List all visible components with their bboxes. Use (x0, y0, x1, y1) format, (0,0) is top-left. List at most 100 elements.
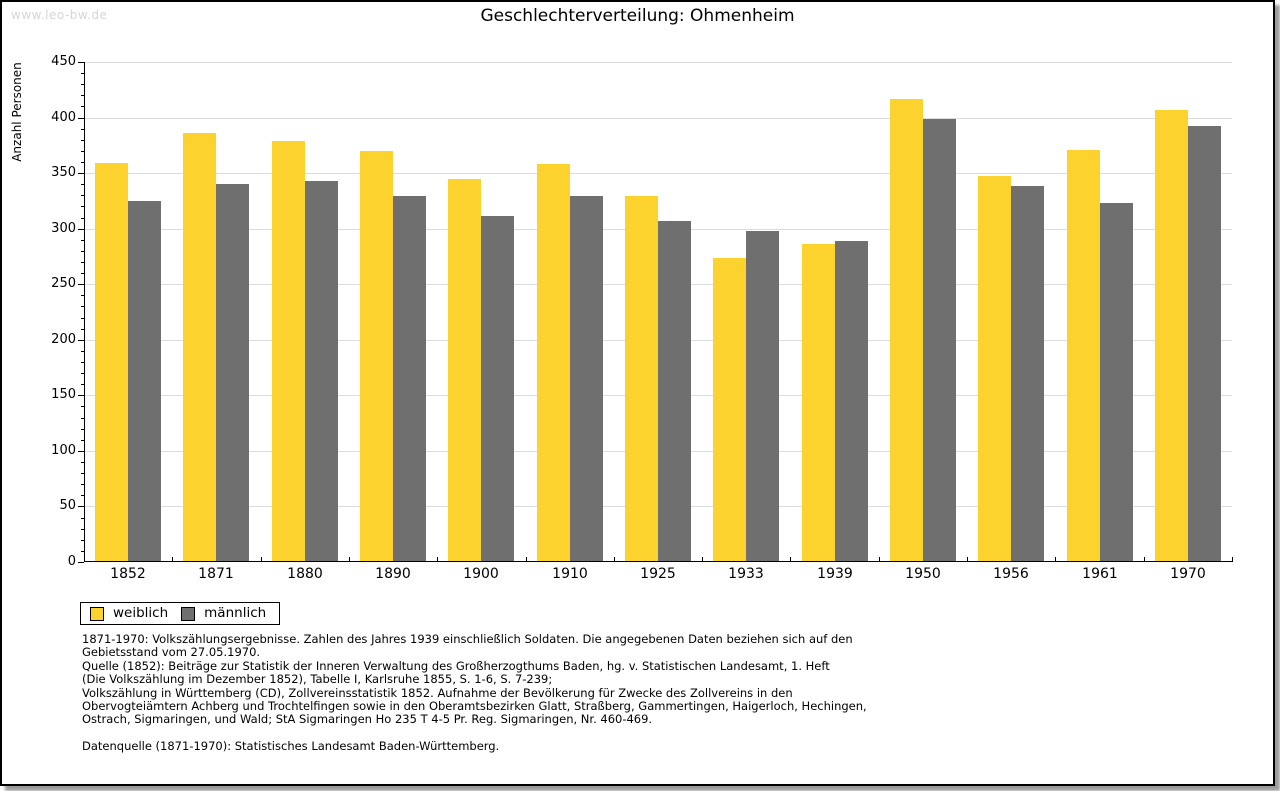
legend-label-weiblich: weiblich (113, 605, 169, 621)
bar-männlich-1939 (835, 241, 868, 562)
y-major-tick-450 (78, 62, 84, 63)
y-minor-tick (81, 206, 84, 207)
y-minor-tick (81, 195, 84, 196)
bar-männlich-1871 (216, 184, 249, 562)
y-minor-tick (81, 384, 84, 385)
y-tick-label-300: 300 (51, 221, 76, 236)
bar-männlich-1970 (1188, 126, 1221, 562)
x-tick-label-1880: 1880 (287, 566, 323, 582)
bar-weiblich-1970 (1155, 110, 1188, 562)
y-minor-tick (81, 473, 84, 474)
y-minor-tick (81, 262, 84, 263)
x-axis-tick (261, 557, 262, 562)
x-axis-tick (879, 557, 880, 562)
bar-weiblich-1890 (360, 151, 393, 562)
y-minor-tick (81, 429, 84, 430)
x-tick-label-1925: 1925 (640, 566, 676, 582)
bar-weiblich-1961 (1067, 150, 1100, 562)
y-major-tick-400 (78, 118, 84, 119)
legend-label-maennlich: männlich (204, 605, 267, 621)
y-major-tick-200 (78, 340, 84, 341)
bar-weiblich-1939 (802, 244, 835, 562)
x-axis-tick (437, 557, 438, 562)
x-axis-tick (702, 557, 703, 562)
bar-männlich-1910 (570, 196, 603, 562)
x-axis-tick (526, 557, 527, 562)
x-axis-tick (1232, 557, 1233, 562)
y-minor-tick (81, 362, 84, 363)
y-tick-label-350: 350 (51, 165, 76, 180)
y-minor-tick (81, 106, 84, 107)
x-tick-label-1956: 1956 (993, 566, 1029, 582)
chart-title: Geschlechterverteilung: Ohmenheim (480, 6, 795, 26)
y-minor-tick (81, 84, 84, 85)
y-minor-tick (81, 529, 84, 530)
y-minor-tick (81, 140, 84, 141)
watermark: www.leo-bw.de (11, 8, 108, 22)
y-tick-label-250: 250 (51, 276, 76, 291)
y-minor-tick (81, 306, 84, 307)
footnote-line-4: Volkszählung in Württemberg (CD), Zollve… (82, 685, 793, 700)
x-tick-label-1933: 1933 (728, 566, 764, 582)
bar-männlich-1961 (1100, 203, 1133, 562)
y-minor-tick (81, 373, 84, 374)
y-minor-tick (81, 406, 84, 407)
bar-weiblich-1880 (272, 141, 305, 562)
x-axis-line (84, 561, 1232, 562)
x-axis-tick (614, 557, 615, 562)
y-major-tick-100 (78, 451, 84, 452)
bar-männlich-1880 (305, 181, 338, 562)
x-axis-tick (172, 557, 173, 562)
y-minor-tick (81, 462, 84, 463)
legend-swatch-maennlich (181, 606, 196, 621)
x-axis-tick (1055, 557, 1056, 562)
bar-männlich-1852 (128, 201, 161, 562)
x-axis-tick (967, 557, 968, 562)
bar-weiblich-1956 (978, 176, 1011, 562)
x-tick-label-1890: 1890 (375, 566, 411, 582)
y-axis-label: Anzahl Personen (10, 62, 24, 162)
x-tick-label-1950: 1950 (905, 566, 941, 582)
x-tick-label-1970: 1970 (1170, 566, 1206, 582)
bar-weiblich-1933 (713, 258, 746, 562)
footnote-line-3: (Die Volkszählung im Dezember 1852), Tab… (82, 672, 553, 687)
y-major-tick-250 (78, 284, 84, 285)
y-minor-tick (81, 162, 84, 163)
bar-männlich-1933 (746, 231, 779, 562)
footnote-line-0: 1871-1970: Volkszählungsergebnisse. Zahl… (82, 632, 853, 646)
bar-männlich-1925 (658, 221, 691, 562)
legend-swatch-weiblich (90, 606, 104, 621)
x-axis-tick (349, 557, 350, 562)
x-tick-label-1910: 1910 (552, 566, 588, 582)
y-minor-tick (81, 184, 84, 185)
y-major-tick-0 (78, 562, 84, 563)
x-tick-label-1961: 1961 (1082, 566, 1118, 582)
y-major-tick-300 (78, 229, 84, 230)
footnote-line-1: Gebietsstand vom 27.05.1970. (82, 645, 261, 660)
y-major-tick-350 (78, 173, 84, 174)
y-tick-label-450: 450 (51, 54, 76, 69)
footnote-line-6: Ostrach, Sigmaringen, und Wald; StA Sigm… (82, 712, 653, 727)
y-minor-tick (81, 418, 84, 419)
y-minor-tick (81, 495, 84, 496)
x-tick-label-1852: 1852 (110, 566, 146, 582)
y-tick-label-400: 400 (51, 110, 76, 125)
bar-weiblich-1925 (625, 196, 658, 562)
y-tick-label-150: 150 (51, 387, 76, 402)
y-minor-tick (81, 351, 84, 352)
y-minor-tick (81, 273, 84, 274)
y-tick-label-0: 0 (67, 554, 76, 569)
y-minor-tick (81, 318, 84, 319)
bar-männlich-1950 (923, 119, 956, 562)
y-minor-tick (81, 151, 84, 152)
legend: weiblich männlich (80, 602, 281, 625)
bar-männlich-1890 (393, 196, 426, 562)
y-axis-line (84, 62, 85, 562)
y-minor-tick (81, 295, 84, 296)
y-minor-tick (81, 73, 84, 74)
y-minor-tick (81, 251, 84, 252)
y-major-tick-50 (78, 506, 84, 507)
footnote-line-8: Datenquelle (1871-1970): Statistisches L… (82, 739, 500, 754)
y-minor-tick (81, 551, 84, 552)
